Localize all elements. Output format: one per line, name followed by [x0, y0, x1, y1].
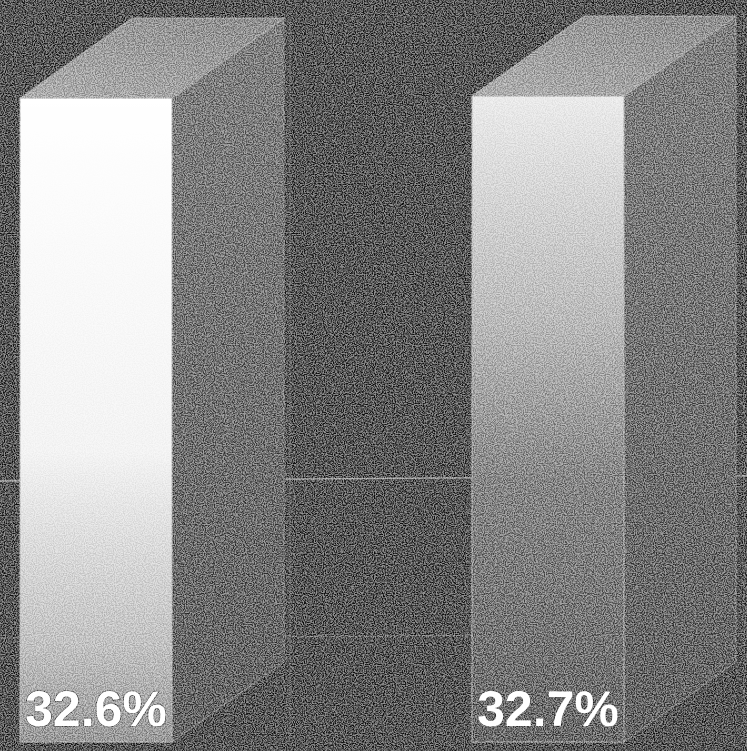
chart-canvas: 32.6%32.7% [0, 0, 747, 751]
speckle-texture [0, 0, 747, 751]
